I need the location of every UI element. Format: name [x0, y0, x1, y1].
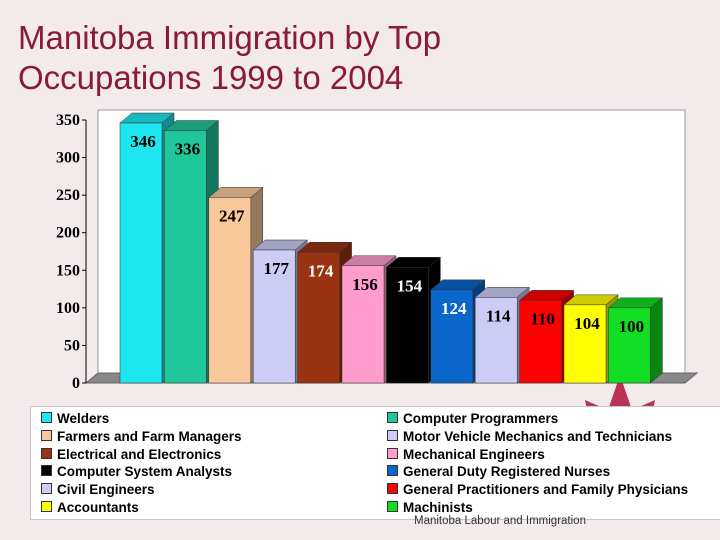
y-tick-label: 0: [72, 375, 80, 392]
legend-label: Civil Engineers: [57, 482, 155, 498]
bar-general-practitioners-and-family-physicians: [519, 300, 562, 384]
legend-label: Computer Programmers: [403, 411, 559, 426]
legend-swatch: [41, 501, 52, 512]
legend-swatch: [41, 429, 52, 441]
data-label-computer-system-analysts: 154: [397, 276, 423, 295]
data-label-machinists: 100: [619, 317, 645, 336]
bar-chart: 0 50 100 150 200 250 300 350 346 336 247 177 174 156 1…: [56, 109, 699, 392]
legend-label: Accountants: [57, 500, 139, 515]
legend-swatch: [387, 429, 398, 441]
chart-legend: Welders Computer Programmers Farmers and F…: [30, 406, 720, 520]
slide-title: Manitoba Immigration by Top Occupations …: [18, 18, 708, 98]
y-tick-label: 50: [64, 337, 80, 354]
data-label-computer-programmers: 336: [175, 140, 201, 159]
data-label-welders: 346: [130, 132, 156, 151]
legend-swatch: [387, 447, 398, 459]
data-label-farmers-and-farm-managers: 247: [219, 206, 245, 225]
legend-label: Computer System Analysts: [57, 464, 233, 480]
y-tick-label: 100: [56, 300, 80, 317]
bar-computer-system-analysts: [386, 267, 429, 384]
legend-swatch: [41, 447, 52, 459]
data-label-motor-vehicle-mechanics-and-technicians: 177: [263, 259, 289, 278]
bar-civil-engineers: [474, 297, 518, 384]
legend-swatch: [387, 465, 398, 477]
legend-label: Motor Vehicle Mechanics and Technicians: [403, 428, 673, 444]
bar-welders: [119, 122, 163, 384]
legend-label: Mechanical Engineers: [403, 446, 545, 462]
legend-item-welders: Welders: [41, 411, 109, 427]
data-label-general-duty-registered-nurses: 124: [441, 299, 467, 318]
y-tick-label: 200: [56, 225, 80, 242]
bar-farmers-and-farm-managers: [208, 197, 252, 384]
legend-label: Welders: [57, 411, 110, 426]
legend-swatch: [41, 412, 52, 423]
y-tick-label: 350: [56, 112, 80, 129]
legend-item-accountants: Accountants: [41, 500, 139, 516]
legend-label: Farmers and Farm Managers: [57, 428, 242, 444]
legend-item-general-duty-registered-nurses: General Duty Registered Nurses: [387, 464, 610, 480]
legend-item-machinists: Machinists: [387, 500, 473, 516]
bar-machinists: [608, 307, 651, 384]
data-label-mechanical-engineers: 156: [352, 275, 378, 294]
legend-item-general-practitioners-and-family-physicians: General Practitioners and Family Physici…: [387, 482, 688, 498]
legend-item-electrical-and-electronics: Electrical and Electronics: [41, 447, 221, 463]
legend-item-computer-programmers: Computer Programmers: [387, 411, 558, 427]
y-tick-label: 300: [56, 150, 80, 167]
footer-text: Manitoba Labour and Immigration: [414, 515, 586, 527]
legend-label: General Duty Registered Nurses: [403, 464, 611, 480]
legend-swatch: [41, 465, 52, 477]
legend-label: Electrical and Electronics: [57, 446, 222, 462]
legend-item-motor-vehicle-mechanics-and-technicians: Motor Vehicle Mechanics and Technicians: [387, 429, 672, 445]
legend-label: General Practitioners and Family Physici…: [403, 482, 689, 498]
legend-item-computer-system-analysts: Computer System Analysts: [41, 464, 232, 480]
legend-swatch: [41, 483, 52, 495]
bar-accountants: [563, 304, 607, 384]
legend-item-mechanical-engineers: Mechanical Engineers: [387, 447, 545, 463]
bar-side-machinists: [650, 297, 663, 384]
legend-swatch: [387, 412, 398, 423]
bar-motor-vehicle-mechanics-and-technicians: [252, 249, 296, 384]
slide-title-line-1: Manitoba Immigration by Top: [18, 19, 442, 56]
bar-computer-programmers: [164, 130, 207, 384]
legend-swatch: [387, 501, 398, 512]
legend-label: Machinists: [403, 500, 473, 515]
bar-electrical-and-electronics: [297, 252, 340, 384]
data-label-electrical-and-electronics: 174: [308, 261, 334, 280]
y-tick-label: 150: [56, 262, 80, 279]
legend-swatch: [387, 483, 398, 495]
y-tick-label: 250: [56, 187, 80, 204]
slide-title-line-2: Occupations 1999 to 2004: [18, 59, 404, 96]
bar-mechanical-engineers: [341, 265, 385, 384]
data-label-civil-engineers: 114: [486, 306, 511, 325]
data-label-accountants: 104: [574, 314, 600, 333]
legend-item-civil-engineers: Civil Engineers: [41, 482, 155, 498]
bar-general-duty-registered-nurses: [430, 289, 474, 384]
legend-item-farmers-and-farm-managers: Farmers and Farm Managers: [41, 429, 242, 445]
data-label-general-practitioners-and-family-physicians: 110: [530, 309, 555, 328]
